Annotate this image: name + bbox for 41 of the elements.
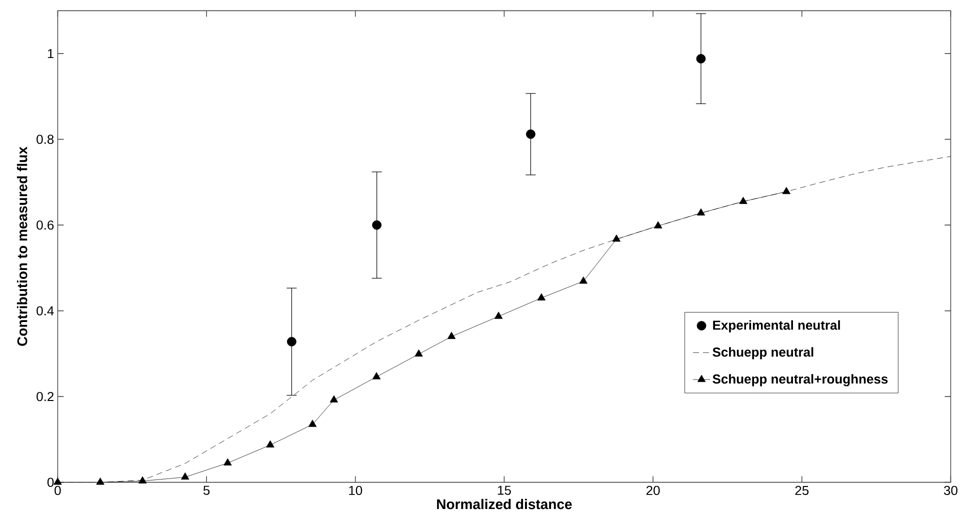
point [494,312,503,319]
x-tick-label: 25 [795,486,809,496]
point [54,478,62,485]
point [138,476,147,484]
x-tick-label: 5 [203,486,210,495]
y-tick-label: 0.4 [36,306,54,316]
point [447,332,456,339]
point [266,440,274,448]
point [414,349,423,357]
point [739,196,748,204]
legend-label: Schuepp neutral+roughness [712,374,888,386]
point [308,420,317,427]
point [372,220,382,230]
point [372,372,381,380]
x-tick-label: 0 [54,486,61,496]
point [96,478,104,485]
point [330,395,338,402]
legend-label: Experimental neutral [713,320,840,332]
y-tick-label: 0.2 [36,392,54,402]
point [696,54,706,64]
point [537,293,546,300]
x-tick-label: 15 [498,486,511,495]
point [612,234,621,242]
point [526,129,536,139]
point [654,221,662,228]
y-tick-label: 0 [47,478,54,487]
point [224,458,232,466]
point [579,276,588,284]
x-tick-label: 10 [349,486,362,496]
point [782,186,790,194]
point [286,336,296,346]
x-axis-title: Normalized distance [437,498,572,510]
y-tick-label: 1 [48,49,54,58]
legend-label: Schuepp neutral [712,347,814,360]
x-tick-label: 30 [944,486,958,496]
point [696,208,706,216]
point [181,472,190,480]
y-tick-label: 0.8 [36,134,54,144]
y-tick-label: 0.6 [36,220,54,230]
x-tick-label: 20 [646,486,660,496]
y-axis-title: Contribution to measured flux [16,146,28,346]
